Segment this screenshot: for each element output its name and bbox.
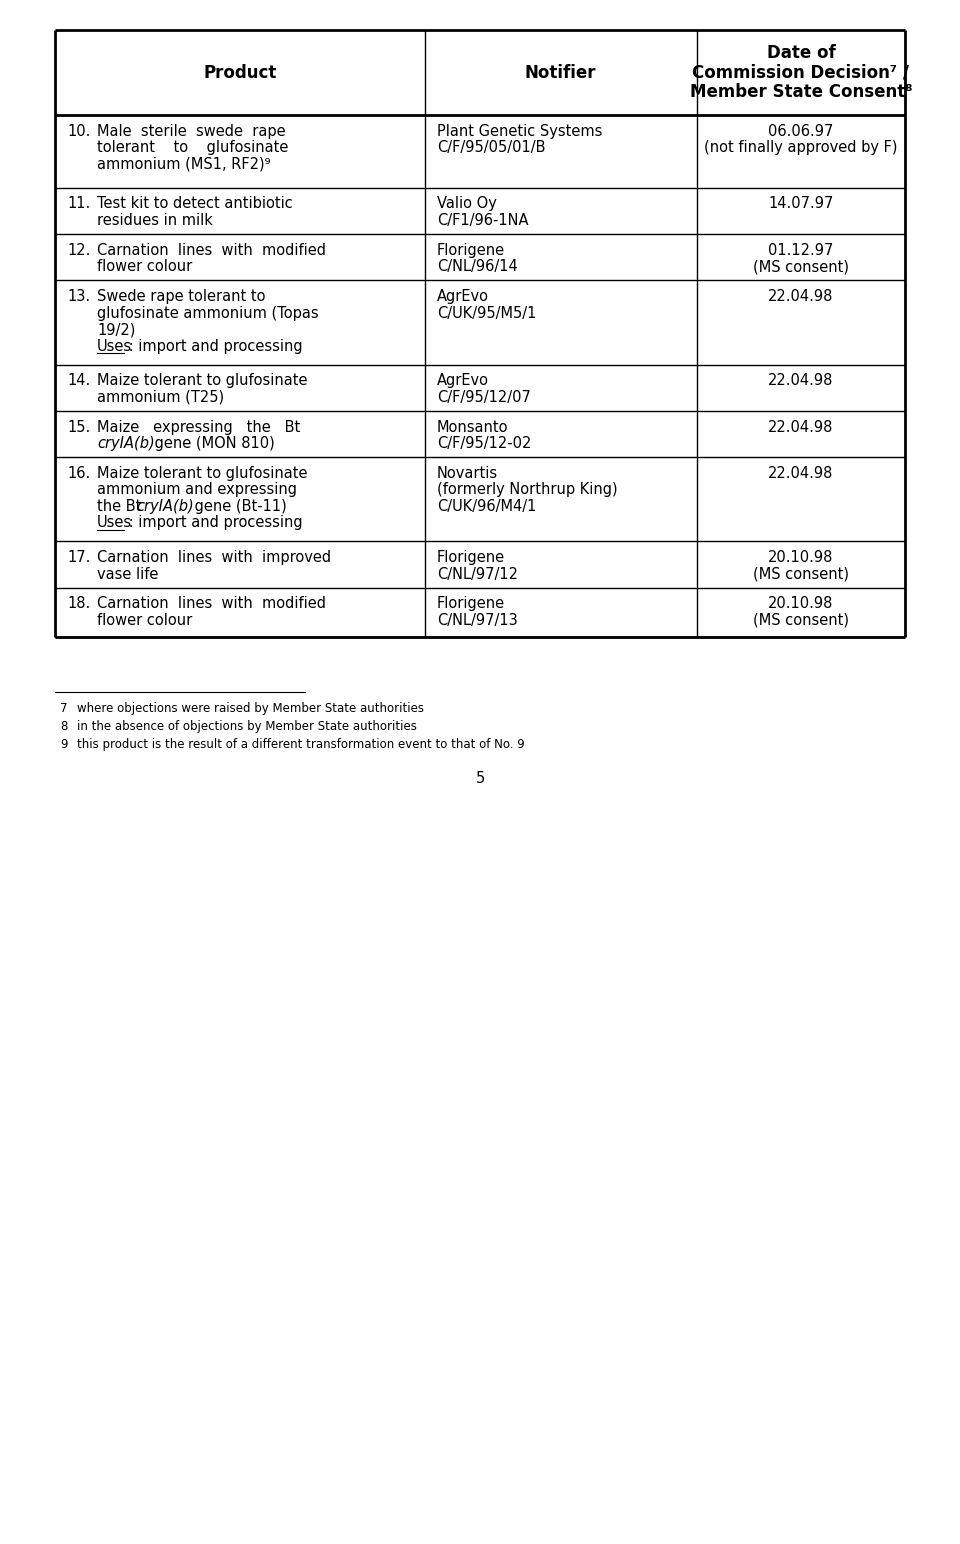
Text: Member State Consent⁸: Member State Consent⁸ bbox=[689, 83, 912, 100]
Text: Florigene: Florigene bbox=[437, 596, 505, 611]
Text: : import and processing: : import and processing bbox=[124, 338, 302, 354]
Text: cryIA(b): cryIA(b) bbox=[97, 435, 155, 451]
Text: Florigene: Florigene bbox=[437, 242, 505, 258]
Text: C/UK/96/M4/1: C/UK/96/M4/1 bbox=[437, 499, 536, 514]
Text: Male  sterile  swede  rape: Male sterile swede rape bbox=[97, 124, 286, 139]
Text: 22.04.98: 22.04.98 bbox=[768, 374, 833, 388]
Text: this product is the result of a different transformation event to that of No. 9: this product is the result of a differen… bbox=[77, 738, 525, 750]
Text: 14.: 14. bbox=[67, 374, 90, 388]
Text: 13.: 13. bbox=[67, 289, 90, 304]
Text: gene (MON 810): gene (MON 810) bbox=[151, 435, 276, 451]
Text: C/F/95/12/07: C/F/95/12/07 bbox=[437, 389, 531, 405]
Text: C/NL/96/14: C/NL/96/14 bbox=[437, 259, 517, 275]
Text: 9: 9 bbox=[60, 738, 67, 750]
Text: glufosinate ammonium (Topas: glufosinate ammonium (Topas bbox=[97, 306, 319, 321]
Text: 20.10.98: 20.10.98 bbox=[768, 550, 833, 565]
Text: AgrEvo: AgrEvo bbox=[437, 289, 489, 304]
Text: the Bt: the Bt bbox=[97, 499, 146, 514]
Text: 22.04.98: 22.04.98 bbox=[768, 420, 833, 434]
Text: Uses: Uses bbox=[97, 516, 132, 531]
Text: flower colour: flower colour bbox=[97, 613, 192, 628]
Text: 22.04.98: 22.04.98 bbox=[768, 466, 833, 480]
Text: C/F1/96-1NA: C/F1/96-1NA bbox=[437, 213, 528, 229]
Text: 11.: 11. bbox=[67, 196, 90, 212]
Text: Maize tolerant to glufosinate: Maize tolerant to glufosinate bbox=[97, 466, 307, 480]
Text: Florigene: Florigene bbox=[437, 550, 505, 565]
Text: Uses: Uses bbox=[97, 338, 132, 354]
Text: 01.12.97: 01.12.97 bbox=[768, 242, 833, 258]
Text: Maize   expressing   the   Bt: Maize expressing the Bt bbox=[97, 420, 300, 434]
Text: 17.: 17. bbox=[67, 550, 90, 565]
Text: ammonium and expressing: ammonium and expressing bbox=[97, 482, 297, 497]
Text: C/UK/95/M5/1: C/UK/95/M5/1 bbox=[437, 306, 536, 321]
Text: 15.: 15. bbox=[67, 420, 90, 434]
Text: (MS consent): (MS consent) bbox=[753, 567, 849, 582]
Text: 14.07.97: 14.07.97 bbox=[768, 196, 833, 212]
Text: ammonium (MS1, RF2)⁹: ammonium (MS1, RF2)⁹ bbox=[97, 157, 271, 171]
Text: ammonium (T25): ammonium (T25) bbox=[97, 389, 224, 405]
Text: where objections were raised by Member State authorities: where objections were raised by Member S… bbox=[77, 703, 424, 715]
Text: C/F/95/12-02: C/F/95/12-02 bbox=[437, 435, 531, 451]
Text: 18.: 18. bbox=[67, 596, 90, 611]
Text: 7: 7 bbox=[60, 703, 67, 715]
Text: 22.04.98: 22.04.98 bbox=[768, 289, 833, 304]
Text: in the absence of objections by Member State authorities: in the absence of objections by Member S… bbox=[77, 720, 417, 733]
Text: Notifier: Notifier bbox=[525, 63, 596, 82]
Text: (MS consent): (MS consent) bbox=[753, 613, 849, 628]
Text: : import and processing: : import and processing bbox=[124, 516, 302, 531]
Text: Date of: Date of bbox=[766, 43, 835, 62]
Text: (MS consent): (MS consent) bbox=[753, 259, 849, 275]
Text: Monsanto: Monsanto bbox=[437, 420, 508, 434]
Text: flower colour: flower colour bbox=[97, 259, 192, 275]
Text: (formerly Northrup King): (formerly Northrup King) bbox=[437, 482, 617, 497]
Text: Commission Decision⁷ /: Commission Decision⁷ / bbox=[692, 63, 909, 82]
Text: tolerant    to    glufosinate: tolerant to glufosinate bbox=[97, 141, 288, 156]
Text: 12.: 12. bbox=[67, 242, 90, 258]
Text: Plant Genetic Systems: Plant Genetic Systems bbox=[437, 124, 602, 139]
Text: gene (Bt-11): gene (Bt-11) bbox=[190, 499, 287, 514]
Text: Swede rape tolerant to: Swede rape tolerant to bbox=[97, 289, 266, 304]
Text: Carnation  lines  with  modified: Carnation lines with modified bbox=[97, 242, 326, 258]
Text: C/NL/97/13: C/NL/97/13 bbox=[437, 613, 517, 628]
Text: 5: 5 bbox=[475, 770, 485, 786]
Text: C/F/95/05/01/B: C/F/95/05/01/B bbox=[437, 141, 545, 156]
Text: Novartis: Novartis bbox=[437, 466, 498, 480]
Text: Test kit to detect antibiotic: Test kit to detect antibiotic bbox=[97, 196, 293, 212]
Text: C/NL/97/12: C/NL/97/12 bbox=[437, 567, 517, 582]
Text: Maize tolerant to glufosinate: Maize tolerant to glufosinate bbox=[97, 374, 307, 388]
Text: cryIA(b): cryIA(b) bbox=[136, 499, 194, 514]
Text: Valio Oy: Valio Oy bbox=[437, 196, 496, 212]
Text: 8: 8 bbox=[60, 720, 67, 733]
Text: residues in milk: residues in milk bbox=[97, 213, 213, 229]
Text: Carnation  lines  with  modified: Carnation lines with modified bbox=[97, 596, 326, 611]
Text: Product: Product bbox=[204, 63, 276, 82]
Text: 20.10.98: 20.10.98 bbox=[768, 596, 833, 611]
Text: 06.06.97: 06.06.97 bbox=[768, 124, 833, 139]
Text: AgrEvo: AgrEvo bbox=[437, 374, 489, 388]
Text: 16.: 16. bbox=[67, 466, 90, 480]
Text: vase life: vase life bbox=[97, 567, 158, 582]
Text: (not finally approved by F): (not finally approved by F) bbox=[704, 141, 898, 156]
Text: 10.: 10. bbox=[67, 124, 90, 139]
Text: 19/2): 19/2) bbox=[97, 323, 135, 337]
Text: Carnation  lines  with  improved: Carnation lines with improved bbox=[97, 550, 331, 565]
